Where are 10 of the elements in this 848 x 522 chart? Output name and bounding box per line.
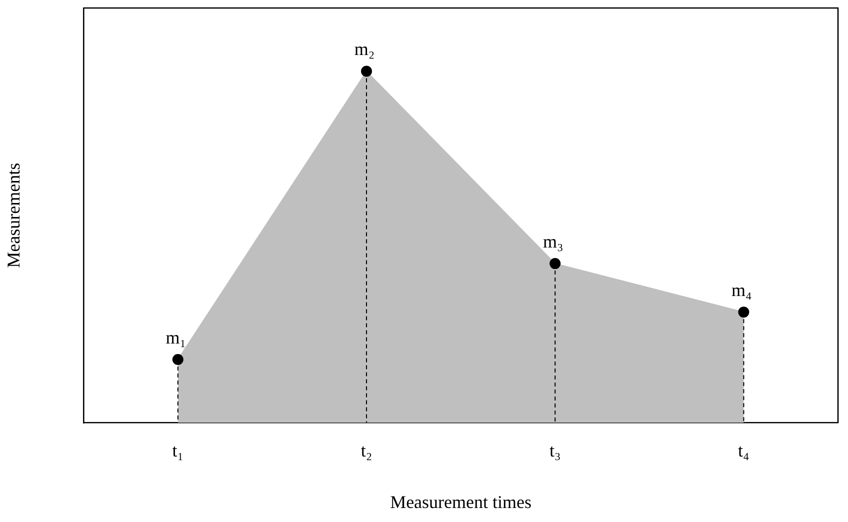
annotation: m₁ bbox=[166, 327, 186, 348]
annotation: m₂ bbox=[354, 39, 375, 60]
x-tick-label: t₃ bbox=[549, 440, 561, 460]
x-tick-label: t₁ bbox=[172, 440, 184, 460]
annotation: m₄ bbox=[732, 280, 752, 300]
x-tick-label: t₄ bbox=[738, 440, 750, 460]
annotation: m₃ bbox=[542, 231, 564, 252]
y-axis-title: Measurements bbox=[4, 162, 24, 268]
x-tick-label: t₂ bbox=[360, 440, 372, 460]
x-axis-title: Measurement times bbox=[390, 492, 532, 512]
